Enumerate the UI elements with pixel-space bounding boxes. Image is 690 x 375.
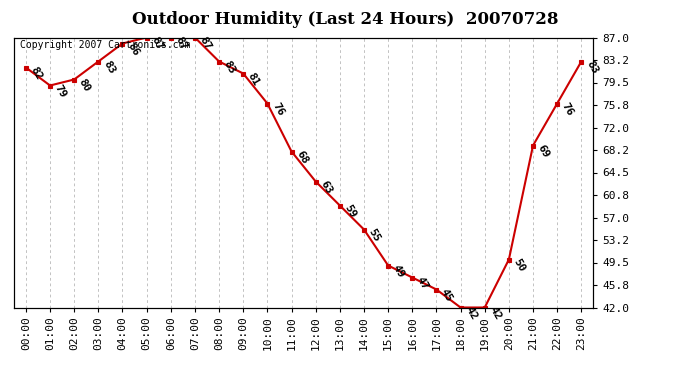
Text: Copyright 2007 Cartronics.com: Copyright 2007 Cartronics.com xyxy=(19,40,190,50)
Text: 63: 63 xyxy=(319,179,334,195)
Text: 68: 68 xyxy=(295,149,310,165)
Text: 76: 76 xyxy=(560,101,575,117)
Text: 81: 81 xyxy=(246,71,262,87)
Text: 42: 42 xyxy=(464,305,479,321)
Text: 45: 45 xyxy=(440,287,455,303)
Text: 87: 87 xyxy=(198,35,213,51)
Text: 76: 76 xyxy=(270,101,286,117)
Text: 82: 82 xyxy=(29,65,44,81)
Text: 50: 50 xyxy=(512,257,527,273)
Text: 80: 80 xyxy=(77,77,92,93)
Text: 59: 59 xyxy=(343,203,358,219)
Text: 49: 49 xyxy=(391,263,406,279)
Text: 55: 55 xyxy=(367,227,382,243)
Text: Outdoor Humidity (Last 24 Hours)  20070728: Outdoor Humidity (Last 24 Hours) 2007072… xyxy=(132,11,558,28)
Text: 47: 47 xyxy=(415,275,431,291)
Text: 83: 83 xyxy=(101,59,117,75)
Text: 83: 83 xyxy=(584,59,600,75)
Text: 87: 87 xyxy=(150,35,165,51)
Text: 86: 86 xyxy=(126,41,141,57)
Text: 79: 79 xyxy=(53,83,68,99)
Text: 87: 87 xyxy=(174,35,189,51)
Text: 42: 42 xyxy=(488,305,503,321)
Text: 69: 69 xyxy=(536,143,551,159)
Text: 83: 83 xyxy=(222,59,237,75)
